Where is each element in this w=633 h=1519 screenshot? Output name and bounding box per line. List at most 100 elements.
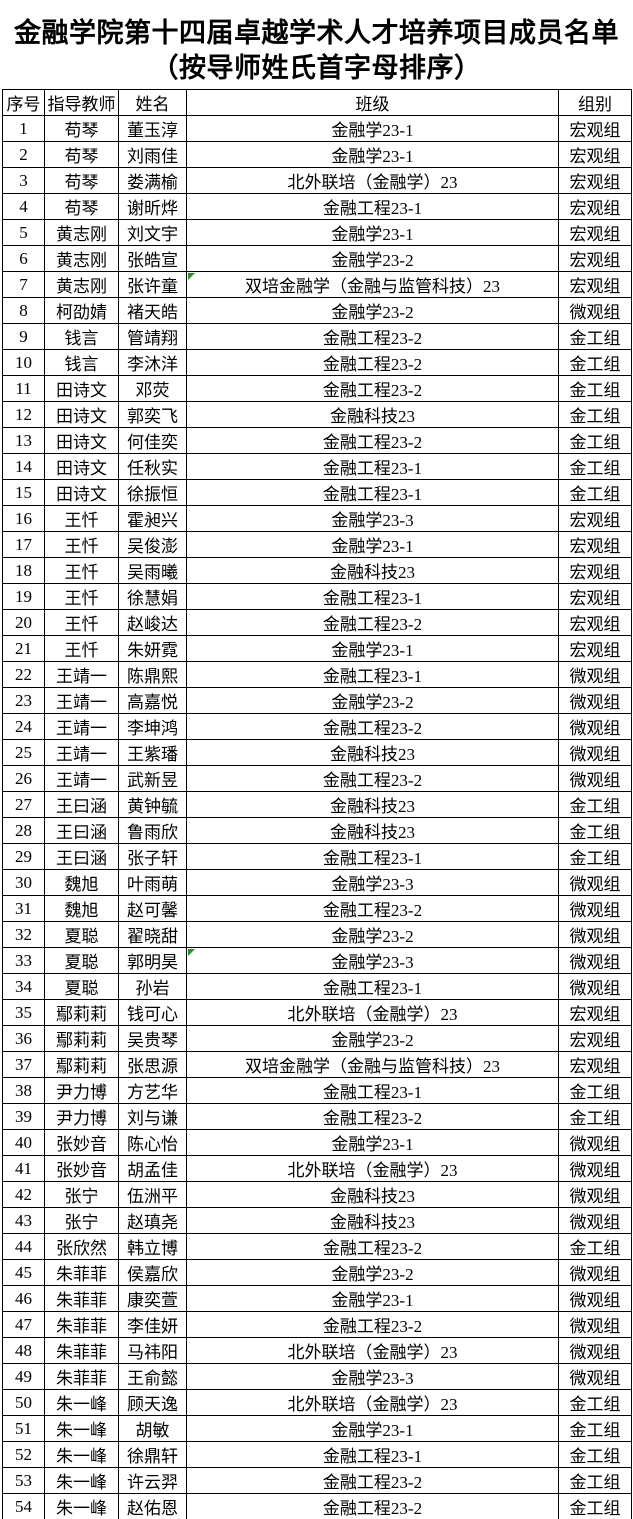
table-row: 23 王靖一 高嘉悦 金融学23-2 微观组 <box>2 687 632 714</box>
cell-group: 微观组 <box>558 1337 632 1364</box>
cell-teacher: 夏聪 <box>44 947 119 974</box>
cell-teacher: 朱菲菲 <box>44 1285 119 1312</box>
roster-table-body: 1 苟琴 董玉淳 金融学23-1 宏观组 2 苟琴 刘雨佳 金融学23-1 宏观组 3 苟琴 娄满榆 北外… <box>2 115 632 1519</box>
cell-seq: 15 <box>2 479 45 506</box>
cell-teacher: 朱菲菲 <box>44 1363 119 1390</box>
cell-name: 李佳妍 <box>118 1311 187 1338</box>
cell-class: 双培金融学（金融与监管科技）23 <box>186 1051 559 1078</box>
cell-teacher: 朱菲菲 <box>44 1259 119 1286</box>
table-row: 28 王曰涵 鲁雨欣 金融科技23 金工组 <box>2 817 632 844</box>
cell-seq: 25 <box>2 739 45 766</box>
cell-seq: 2 <box>2 141 45 168</box>
cell-teacher: 魏旭 <box>44 869 119 896</box>
cell-name: 鲁雨欣 <box>118 817 187 844</box>
cell-teacher: 朱菲菲 <box>44 1337 119 1364</box>
cell-class: 金融学23-1 <box>186 141 559 168</box>
table-row: 31 魏旭 赵可馨 金融工程23-2 微观组 <box>2 895 632 922</box>
table-row: 19 王忏 徐慧娟 金融工程23-1 宏观组 <box>2 583 632 610</box>
cell-seq: 6 <box>2 245 45 272</box>
cell-teacher: 鄢莉莉 <box>44 1051 119 1078</box>
cell-teacher: 鄢莉莉 <box>44 1025 119 1052</box>
cell-teacher: 王靖一 <box>44 661 119 688</box>
table-row: 24 王靖一 李坤鸿 金融工程23-2 微观组 <box>2 713 632 740</box>
cell-teacher: 田诗文 <box>44 375 119 402</box>
table-row: 37 鄢莉莉 张思源 双培金融学（金融与监管科技）23 宏观组 <box>2 1051 632 1078</box>
cell-class: 金融工程23-1 <box>186 479 559 506</box>
table-row: 7 黄志刚 张许童 双培金融学（金融与监管科技）23 宏观组 <box>2 271 632 298</box>
cell-name: 何佳奕 <box>118 427 187 454</box>
cell-teacher: 王靖一 <box>44 713 119 740</box>
cell-class: 金融学23-3 <box>186 869 559 896</box>
cell-group: 宏观组 <box>558 141 632 168</box>
cell-seq: 45 <box>2 1259 45 1286</box>
cell-class: 金融学23-3 <box>186 505 559 532</box>
cell-name: 孙岩 <box>118 973 187 1000</box>
cell-seq: 39 <box>2 1103 45 1130</box>
cell-group: 微观组 <box>558 1129 632 1156</box>
cell-group: 微观组 <box>558 1155 632 1182</box>
cell-name: 伍洲平 <box>118 1181 187 1208</box>
cell-class: 金融学23-1 <box>186 1415 559 1442</box>
cell-name: 黄钟毓 <box>118 791 187 818</box>
cell-group: 金工组 <box>558 1233 632 1260</box>
cell-group: 宏观组 <box>558 1051 632 1078</box>
cell-class: 金融科技23 <box>186 1181 559 1208</box>
cell-seq: 48 <box>2 1337 45 1364</box>
cell-teacher: 王忏 <box>44 557 119 584</box>
table-row: 12 田诗文 郭奕飞 金融科技23 金工组 <box>2 401 632 428</box>
cell-teacher: 田诗文 <box>44 401 119 428</box>
cell-name: 侯嘉欣 <box>118 1259 187 1286</box>
cell-teacher: 黄志刚 <box>44 271 119 298</box>
cell-seq: 34 <box>2 973 45 1000</box>
table-row: 29 王曰涵 张子轩 金融工程23-1 金工组 <box>2 843 632 870</box>
table-row: 2 苟琴 刘雨佳 金融学23-1 宏观组 <box>2 141 632 168</box>
cell-class: 金融工程23-2 <box>186 765 559 792</box>
cell-group: 金工组 <box>558 1389 632 1416</box>
roster-table: 序号 指导教师 姓名 班级 组别 1 苟琴 董玉淳 金融学23-1 宏观组 2 苟琴 刘雨佳金… <box>2 89 632 1519</box>
cell-teacher: 黄志刚 <box>44 219 119 246</box>
cell-seq: 4 <box>2 193 45 220</box>
cell-seq: 50 <box>2 1389 45 1416</box>
cell-class: 北外联培（金融学）23 <box>186 1389 559 1416</box>
table-row: 6 黄志刚 张皓宣 金融学23-2 宏观组 <box>2 245 632 272</box>
cell-group: 金工组 <box>558 375 632 402</box>
cell-class: 金融学23-1 <box>186 219 559 246</box>
cell-group: 金工组 <box>558 1467 632 1494</box>
cell-name: 吴俊澎 <box>118 531 187 558</box>
table-row: 3 苟琴 娄满榆 北外联培（金融学）23 宏观组 <box>2 167 632 194</box>
cell-class: 金融工程23-2 <box>186 1233 559 1260</box>
table-row: 20 王忏 赵峻达 金融工程23-2 宏观组 <box>2 609 632 636</box>
cell-group: 宏观组 <box>558 245 632 272</box>
cell-class: 北外联培（金融学）23 <box>186 1155 559 1182</box>
table-row: 51 朱一峰 胡敏 金融学23-1 金工组 <box>2 1415 632 1442</box>
page-title-line2: （按导师姓氏首字母排序） <box>151 53 482 83</box>
cell-class: 北外联培（金融学）23 <box>186 167 559 194</box>
table-row: 30 魏旭 叶雨萌 金融学23-3 微观组 <box>2 869 632 896</box>
table-row: 39 尹力博 刘与谦 金融工程23-2 金工组 <box>2 1103 632 1130</box>
cell-seq: 13 <box>2 427 45 454</box>
cell-name: 胡敏 <box>118 1415 187 1442</box>
cell-group: 微观组 <box>558 973 632 1000</box>
table-row: 49 朱菲菲 王俞懿 金融学23-3 微观组 <box>2 1363 632 1390</box>
cell-teacher: 夏聪 <box>44 921 119 948</box>
cell-name: 叶雨萌 <box>118 869 187 896</box>
cell-name: 徐慧娟 <box>118 583 187 610</box>
cell-group: 金工组 <box>558 817 632 844</box>
table-row: 43 张宁 赵瑱尧 金融科技23 微观组 <box>2 1207 632 1234</box>
cell-name: 王俞懿 <box>118 1363 187 1390</box>
cell-seq: 22 <box>2 661 45 688</box>
cell-seq: 51 <box>2 1415 45 1442</box>
cell-class: 金融学23-1 <box>186 635 559 662</box>
cell-teacher: 王靖一 <box>44 739 119 766</box>
cell-teacher: 田诗文 <box>44 427 119 454</box>
cell-seq: 23 <box>2 687 45 714</box>
cell-class: 金融科技23 <box>186 791 559 818</box>
cell-seq: 49 <box>2 1363 45 1390</box>
cell-group: 宏观组 <box>558 1025 632 1052</box>
cell-name: 赵瑱尧 <box>118 1207 187 1234</box>
table-row: 1 苟琴 董玉淳 金融学23-1 宏观组 <box>2 115 632 142</box>
table-row: 38 尹力博 方艺华 金融工程23-1 金工组 <box>2 1077 632 1104</box>
cell-name: 许云羿 <box>118 1467 187 1494</box>
cell-group: 宏观组 <box>558 999 632 1026</box>
